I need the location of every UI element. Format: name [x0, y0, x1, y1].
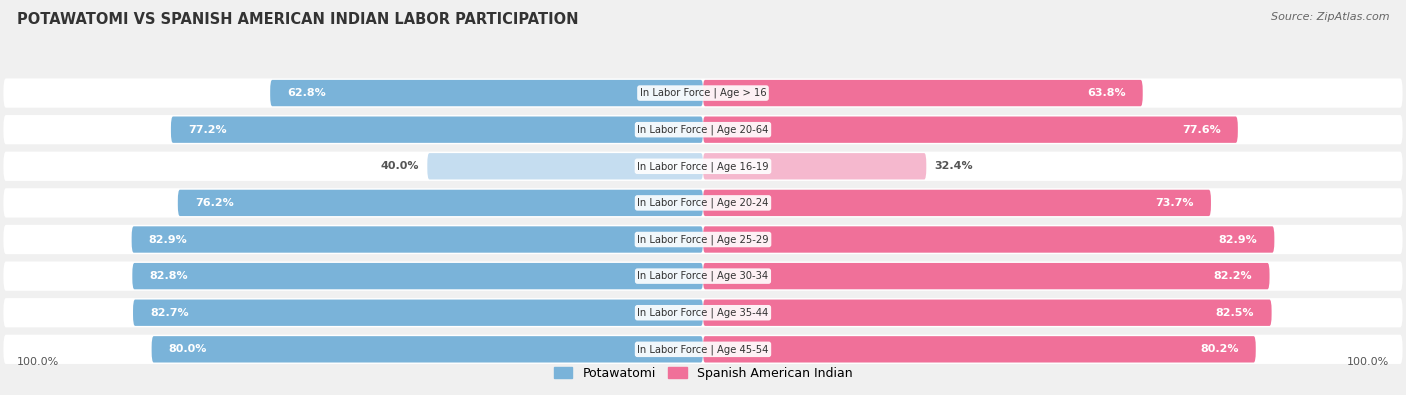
- Legend: Potawatomi, Spanish American Indian: Potawatomi, Spanish American Indian: [548, 362, 858, 385]
- Text: 82.8%: 82.8%: [149, 271, 188, 281]
- FancyBboxPatch shape: [703, 299, 1271, 326]
- Text: In Labor Force | Age 30-34: In Labor Force | Age 30-34: [637, 271, 769, 281]
- Text: 82.5%: 82.5%: [1216, 308, 1254, 318]
- Text: 77.6%: 77.6%: [1182, 125, 1220, 135]
- Text: 82.7%: 82.7%: [150, 308, 188, 318]
- FancyBboxPatch shape: [3, 298, 1403, 327]
- FancyBboxPatch shape: [134, 299, 703, 326]
- Text: 82.9%: 82.9%: [149, 235, 187, 245]
- FancyBboxPatch shape: [177, 190, 703, 216]
- FancyBboxPatch shape: [3, 152, 1403, 181]
- Text: In Labor Force | Age 16-19: In Labor Force | Age 16-19: [637, 161, 769, 171]
- Text: In Labor Force | Age 45-54: In Labor Force | Age 45-54: [637, 344, 769, 355]
- Text: 40.0%: 40.0%: [381, 161, 419, 171]
- Text: 63.8%: 63.8%: [1087, 88, 1125, 98]
- Text: In Labor Force | Age 20-24: In Labor Force | Age 20-24: [637, 198, 769, 208]
- Text: In Labor Force | Age 25-29: In Labor Force | Age 25-29: [637, 234, 769, 245]
- Text: POTAWATOMI VS SPANISH AMERICAN INDIAN LABOR PARTICIPATION: POTAWATOMI VS SPANISH AMERICAN INDIAN LA…: [17, 12, 578, 27]
- FancyBboxPatch shape: [703, 226, 1274, 253]
- Text: 100.0%: 100.0%: [17, 357, 59, 367]
- Text: Source: ZipAtlas.com: Source: ZipAtlas.com: [1271, 12, 1389, 22]
- FancyBboxPatch shape: [703, 80, 1143, 106]
- Text: 32.4%: 32.4%: [935, 161, 973, 171]
- Text: 100.0%: 100.0%: [1347, 357, 1389, 367]
- FancyBboxPatch shape: [132, 226, 703, 253]
- FancyBboxPatch shape: [427, 153, 703, 179]
- FancyBboxPatch shape: [703, 190, 1211, 216]
- Text: 82.9%: 82.9%: [1219, 235, 1257, 245]
- FancyBboxPatch shape: [3, 261, 1403, 291]
- FancyBboxPatch shape: [703, 117, 1237, 143]
- FancyBboxPatch shape: [172, 117, 703, 143]
- FancyBboxPatch shape: [152, 336, 703, 363]
- FancyBboxPatch shape: [3, 335, 1403, 364]
- Text: 62.8%: 62.8%: [287, 88, 326, 98]
- Text: 80.0%: 80.0%: [169, 344, 207, 354]
- FancyBboxPatch shape: [703, 336, 1256, 363]
- FancyBboxPatch shape: [3, 115, 1403, 144]
- Text: 82.2%: 82.2%: [1213, 271, 1253, 281]
- Text: 80.2%: 80.2%: [1199, 344, 1239, 354]
- FancyBboxPatch shape: [703, 263, 1270, 289]
- FancyBboxPatch shape: [703, 153, 927, 179]
- Text: 77.2%: 77.2%: [188, 125, 226, 135]
- Text: In Labor Force | Age 20-64: In Labor Force | Age 20-64: [637, 124, 769, 135]
- Text: In Labor Force | Age 35-44: In Labor Force | Age 35-44: [637, 307, 769, 318]
- Text: 76.2%: 76.2%: [195, 198, 233, 208]
- FancyBboxPatch shape: [132, 263, 703, 289]
- FancyBboxPatch shape: [3, 188, 1403, 218]
- FancyBboxPatch shape: [3, 79, 1403, 108]
- Text: 73.7%: 73.7%: [1156, 198, 1194, 208]
- FancyBboxPatch shape: [270, 80, 703, 106]
- Text: In Labor Force | Age > 16: In Labor Force | Age > 16: [640, 88, 766, 98]
- FancyBboxPatch shape: [3, 225, 1403, 254]
